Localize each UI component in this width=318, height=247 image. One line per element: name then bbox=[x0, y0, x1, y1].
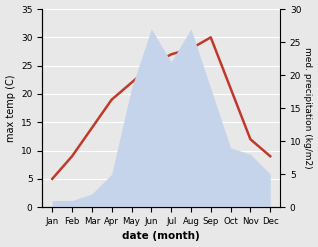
Y-axis label: max temp (C): max temp (C) bbox=[5, 74, 16, 142]
X-axis label: date (month): date (month) bbox=[122, 231, 200, 242]
Y-axis label: med. precipitation (kg/m2): med. precipitation (kg/m2) bbox=[303, 47, 313, 169]
